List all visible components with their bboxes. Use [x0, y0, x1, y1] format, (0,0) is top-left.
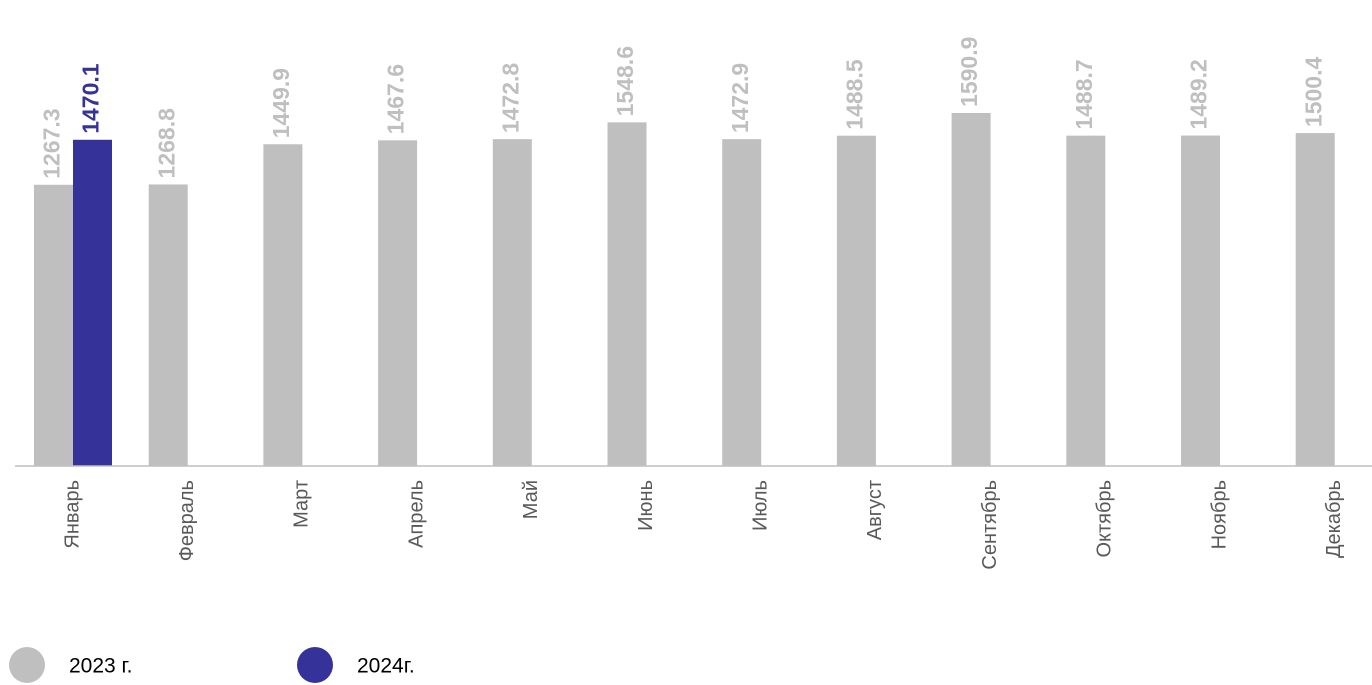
value-label: 1488.7	[1071, 59, 1097, 129]
value-label: 1472.9	[727, 63, 753, 133]
value-label: 1267.3	[39, 108, 65, 178]
value-label: 1449.9	[268, 68, 294, 138]
x-tick-label: Август	[864, 480, 886, 540]
legend-label: 2024г.	[357, 655, 415, 678]
value-label: 1488.5	[841, 59, 867, 130]
x-tick-label: Сентябрь	[979, 480, 1001, 570]
value-label: 1467.6	[383, 64, 409, 134]
legend-swatch	[9, 647, 45, 683]
bar	[1295, 133, 1335, 467]
legend-label: 2023 г.	[69, 655, 132, 678]
value-label: 1500.4	[1300, 56, 1326, 127]
x-tick-label: Апрель	[405, 480, 427, 548]
bar	[34, 184, 73, 466]
value-label: 1268.8	[153, 108, 179, 179]
x-tick-label: Октябрь	[1094, 480, 1116, 558]
bar	[148, 184, 188, 466]
value-label: 1470.1	[78, 63, 104, 134]
bar	[378, 140, 418, 466]
legend-swatch	[297, 647, 333, 683]
bar	[722, 139, 762, 466]
x-tick-label: Ноябрь	[1208, 480, 1230, 549]
bar	[1181, 135, 1220, 466]
bar	[73, 139, 112, 466]
value-label: 1489.2	[1186, 59, 1212, 129]
bar	[263, 144, 303, 466]
bar	[607, 122, 647, 467]
bar	[1066, 135, 1106, 466]
bar	[951, 112, 991, 467]
x-tick-label: Март	[291, 480, 313, 528]
x-tick-label: Июнь	[635, 480, 657, 531]
value-label: 1548.6	[612, 46, 638, 116]
x-tick-label: Январь	[61, 480, 83, 549]
x-tick-label: Июль	[749, 480, 771, 531]
value-label: 1590.9	[956, 37, 982, 107]
bar	[492, 139, 532, 467]
x-tick-label: Май	[520, 480, 542, 519]
x-tick-label: Декабрь	[1323, 480, 1345, 558]
bar	[836, 135, 876, 466]
value-label: 1472.8	[497, 63, 523, 134]
x-tick-label: Февраль	[176, 480, 198, 561]
